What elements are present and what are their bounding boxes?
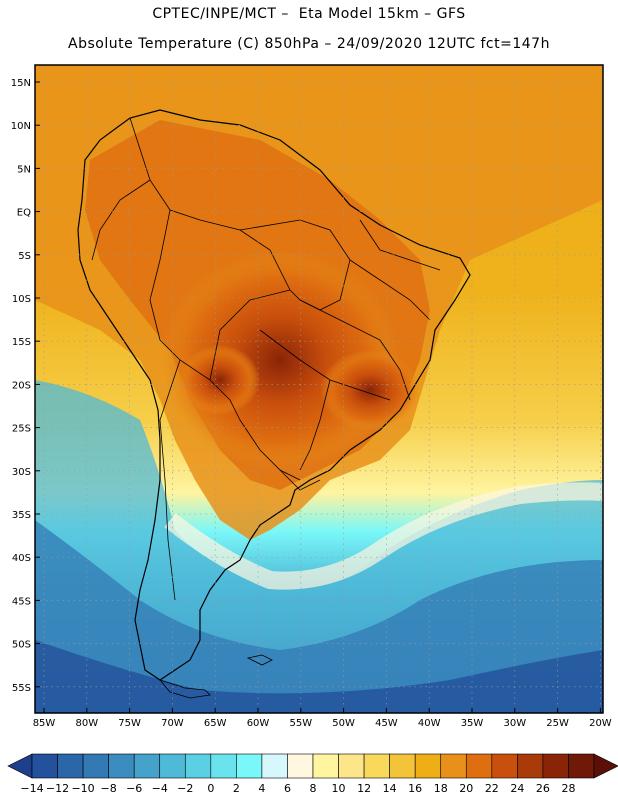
colorbar-cell bbox=[312, 753, 339, 779]
lon-label: 45W bbox=[375, 718, 398, 729]
longitude-labels: 85W 80W 75W 70W 65W 60W 55W 50W 45W 40W 35W 30W 25W 2… bbox=[33, 708, 612, 729]
falklands-island bbox=[246, 654, 273, 666]
lat-label: 30S bbox=[12, 467, 31, 478]
colorbar-label: 28 bbox=[561, 782, 575, 795]
colorbar-min-arrow bbox=[7, 753, 33, 779]
lon-label: 50W bbox=[332, 718, 355, 729]
colorbar-label: 26 bbox=[536, 782, 550, 795]
colorbar-label: 22 bbox=[485, 782, 499, 795]
lat-lon-grid bbox=[35, 65, 603, 713]
lon-label: 30W bbox=[503, 718, 526, 729]
colorbar-label: 24 bbox=[510, 782, 524, 795]
colorbar-label: 18 bbox=[434, 782, 448, 795]
tierra-del-fuego-island bbox=[158, 679, 211, 699]
map-title-line1: CPTEC/INPE/MCT – Eta Model 15km – GFS bbox=[152, 6, 466, 22]
lat-label: 15N bbox=[11, 78, 31, 89]
colorbar-label: −14 bbox=[20, 782, 43, 795]
colorbar-cell bbox=[542, 753, 569, 779]
lon-label: 75W bbox=[118, 718, 141, 729]
colorbar-label: −4 bbox=[152, 782, 168, 795]
colorbar-label: 2 bbox=[233, 782, 240, 795]
lat-label: 20S bbox=[12, 380, 31, 391]
lat-label: 10N bbox=[11, 121, 31, 132]
lat-label: 5S bbox=[18, 251, 31, 262]
colorbar-cell bbox=[184, 753, 212, 779]
colorbar-cell bbox=[82, 753, 109, 779]
colorbar-cell bbox=[465, 753, 493, 779]
colorbar-cell bbox=[57, 753, 84, 779]
lon-label: 35W bbox=[461, 718, 484, 729]
colorbar-label: 8 bbox=[310, 782, 317, 795]
political-borders bbox=[91, 117, 441, 601]
colorbar-label: −6 bbox=[126, 782, 142, 795]
colorbar-label: −8 bbox=[101, 782, 117, 795]
lat-label: 35S bbox=[12, 510, 31, 521]
lon-label: 40W bbox=[418, 718, 441, 729]
colorbar-label: 20 bbox=[459, 782, 473, 795]
colorbar-label: −2 bbox=[177, 782, 193, 795]
colorbar-label: 6 bbox=[284, 782, 291, 795]
colorbar-cell bbox=[159, 753, 186, 779]
lon-label: 55W bbox=[289, 718, 312, 729]
lat-label: 25S bbox=[12, 424, 31, 435]
colorbar-cell bbox=[261, 753, 288, 779]
lon-label: 80W bbox=[75, 718, 98, 729]
map-frame bbox=[34, 64, 604, 714]
lon-label: 70W bbox=[161, 718, 184, 729]
colorbar: −14 −12 −10 −8 −6 −4 −2 0 2 4 6 8 10 12 14 16 18 20 22 24 26… bbox=[7, 753, 618, 795]
colorbar-cell bbox=[363, 753, 390, 779]
colorbar-cell bbox=[287, 753, 314, 779]
lon-label: 25W bbox=[546, 718, 569, 729]
lat-label: 55S bbox=[12, 683, 31, 694]
lat-label: EQ bbox=[17, 208, 31, 219]
colorbar-cell bbox=[133, 753, 161, 779]
colorbar-cell bbox=[210, 753, 237, 779]
colorbar-cell bbox=[389, 753, 416, 779]
colorbar-label: 14 bbox=[383, 782, 397, 795]
colorbar-cell bbox=[31, 753, 58, 779]
lat-label: 10S bbox=[12, 294, 31, 305]
colorbar-cell bbox=[236, 753, 263, 779]
colorbar-cell bbox=[338, 753, 365, 779]
colorbar-label: 10 bbox=[332, 782, 346, 795]
colorbar-label: 4 bbox=[258, 782, 265, 795]
lon-label: 20W bbox=[589, 718, 612, 729]
colorbar-label: 16 bbox=[408, 782, 422, 795]
latitude-labels: 15N 10N 5N EQ 5S 10S 15S 20S 25S 30S 35S 40S 45S 50S 5… bbox=[11, 78, 40, 694]
lon-label: 85W bbox=[33, 718, 56, 729]
lat-label: 50S bbox=[12, 640, 31, 651]
colorbar-cell bbox=[108, 753, 135, 779]
lon-label: 65W bbox=[204, 718, 227, 729]
lat-label: 40S bbox=[12, 553, 31, 564]
colorbar-label: 0 bbox=[207, 782, 214, 795]
colorbar-cell bbox=[517, 753, 544, 779]
colorbar-label: −10 bbox=[71, 782, 94, 795]
lon-label: 60W bbox=[247, 718, 270, 729]
lat-label: 45S bbox=[12, 596, 31, 607]
colorbar-cell bbox=[491, 753, 518, 779]
map-field bbox=[35, 65, 603, 713]
lat-label: 15S bbox=[12, 337, 31, 348]
lat-label: 5N bbox=[17, 164, 31, 175]
south-america-coastline bbox=[77, 109, 471, 681]
map-title-line2: Absolute Temperature (C) 850hPa – 24/09/… bbox=[68, 36, 550, 52]
colorbar-cell bbox=[414, 753, 442, 779]
colorbar-max-arrow bbox=[593, 753, 618, 779]
colorbar-label: −12 bbox=[46, 782, 69, 795]
colorbar-label: 12 bbox=[357, 782, 371, 795]
colorbar-cell bbox=[440, 753, 467, 779]
colorbar-cell bbox=[568, 753, 595, 779]
